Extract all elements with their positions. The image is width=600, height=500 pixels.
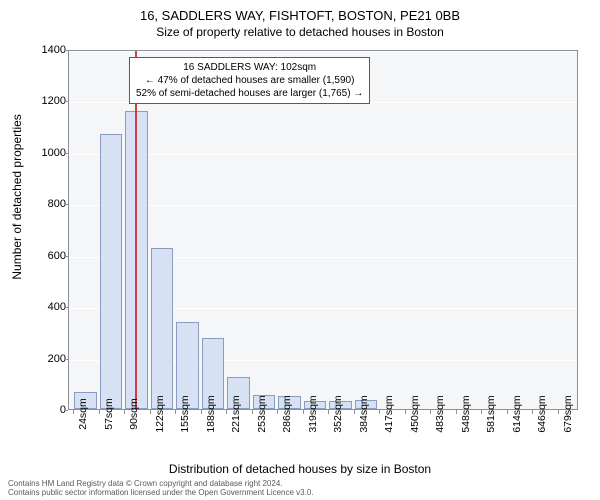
x-tick-label: 483sqm	[434, 395, 446, 432]
x-tick-mark	[405, 410, 406, 414]
x-tick-mark	[507, 410, 508, 414]
x-tick-label: 286sqm	[281, 395, 293, 432]
x-tick-label: 90sqm	[128, 398, 140, 430]
x-axis-label: Distribution of detached houses by size …	[0, 462, 600, 476]
x-tick-mark	[226, 410, 227, 414]
y-tick-label: 400	[26, 301, 66, 313]
chart-container: 16, SADDLERS WAY, FISHTOFT, BOSTON, PE21…	[0, 0, 600, 500]
x-tick-label: 384sqm	[358, 395, 370, 432]
x-tick-label: 581sqm	[485, 395, 497, 432]
x-tick-label: 646sqm	[536, 395, 548, 432]
reference-line	[135, 51, 137, 409]
y-tick-mark	[64, 101, 68, 102]
y-tick-label: 1200	[26, 95, 66, 107]
x-tick-label: 188sqm	[205, 395, 217, 432]
footer-attribution: Contains HM Land Registry data © Crown c…	[8, 479, 314, 498]
y-tick-label: 200	[26, 353, 66, 365]
footer-line-2: Contains public sector information licen…	[8, 488, 314, 498]
chart-title: 16, SADDLERS WAY, FISHTOFT, BOSTON, PE21…	[0, 0, 600, 23]
y-tick-label: 800	[26, 198, 66, 210]
annotation-line: 52% of semi-detached houses are larger (…	[136, 87, 363, 100]
grid-line	[69, 411, 577, 412]
x-tick-mark	[201, 410, 202, 414]
y-tick-mark	[64, 204, 68, 205]
y-tick-mark	[64, 153, 68, 154]
histogram-bar	[100, 134, 122, 409]
x-tick-mark	[379, 410, 380, 414]
grid-line	[69, 51, 577, 52]
y-tick-mark	[64, 410, 68, 411]
x-tick-mark	[277, 410, 278, 414]
y-tick-label: 600	[26, 250, 66, 262]
x-tick-mark	[456, 410, 457, 414]
y-tick-label: 0	[26, 404, 66, 416]
x-tick-label: 253sqm	[256, 395, 268, 432]
x-tick-label: 614sqm	[511, 395, 523, 432]
plot-area: 16 SADDLERS WAY: 102sqm← 47% of detached…	[68, 50, 578, 410]
x-tick-label: 155sqm	[179, 395, 191, 432]
x-tick-mark	[73, 410, 74, 414]
histogram-bar	[151, 248, 173, 409]
x-tick-mark	[354, 410, 355, 414]
x-tick-mark	[175, 410, 176, 414]
y-tick-label: 1400	[26, 44, 66, 56]
chart-subtitle: Size of property relative to detached ho…	[0, 23, 600, 43]
x-tick-mark	[328, 410, 329, 414]
x-tick-label: 450sqm	[409, 395, 421, 432]
x-tick-label: 24sqm	[77, 398, 89, 430]
annotation-line: ← 47% of detached houses are smaller (1,…	[136, 74, 363, 87]
x-tick-mark	[481, 410, 482, 414]
footer-line-1: Contains HM Land Registry data © Crown c…	[8, 479, 314, 489]
x-tick-label: 679sqm	[562, 395, 574, 432]
x-tick-label: 417sqm	[383, 395, 395, 432]
y-tick-mark	[64, 256, 68, 257]
y-tick-mark	[64, 50, 68, 51]
x-tick-mark	[252, 410, 253, 414]
y-tick-mark	[64, 307, 68, 308]
x-tick-mark	[532, 410, 533, 414]
x-tick-label: 319sqm	[307, 395, 319, 432]
annotation-line: 16 SADDLERS WAY: 102sqm	[136, 61, 363, 74]
y-axis-label: Number of detached properties	[10, 114, 24, 279]
y-tick-mark	[64, 359, 68, 360]
x-tick-mark	[150, 410, 151, 414]
x-tick-mark	[99, 410, 100, 414]
x-tick-label: 548sqm	[460, 395, 472, 432]
x-tick-label: 352sqm	[332, 395, 344, 432]
annotation-box: 16 SADDLERS WAY: 102sqm← 47% of detached…	[129, 57, 370, 104]
x-tick-mark	[430, 410, 431, 414]
x-tick-label: 221sqm	[230, 395, 242, 432]
x-tick-label: 122sqm	[154, 395, 166, 432]
y-tick-label: 1000	[26, 147, 66, 159]
x-tick-mark	[558, 410, 559, 414]
x-tick-label: 57sqm	[103, 398, 115, 430]
x-tick-mark	[303, 410, 304, 414]
x-tick-mark	[124, 410, 125, 414]
